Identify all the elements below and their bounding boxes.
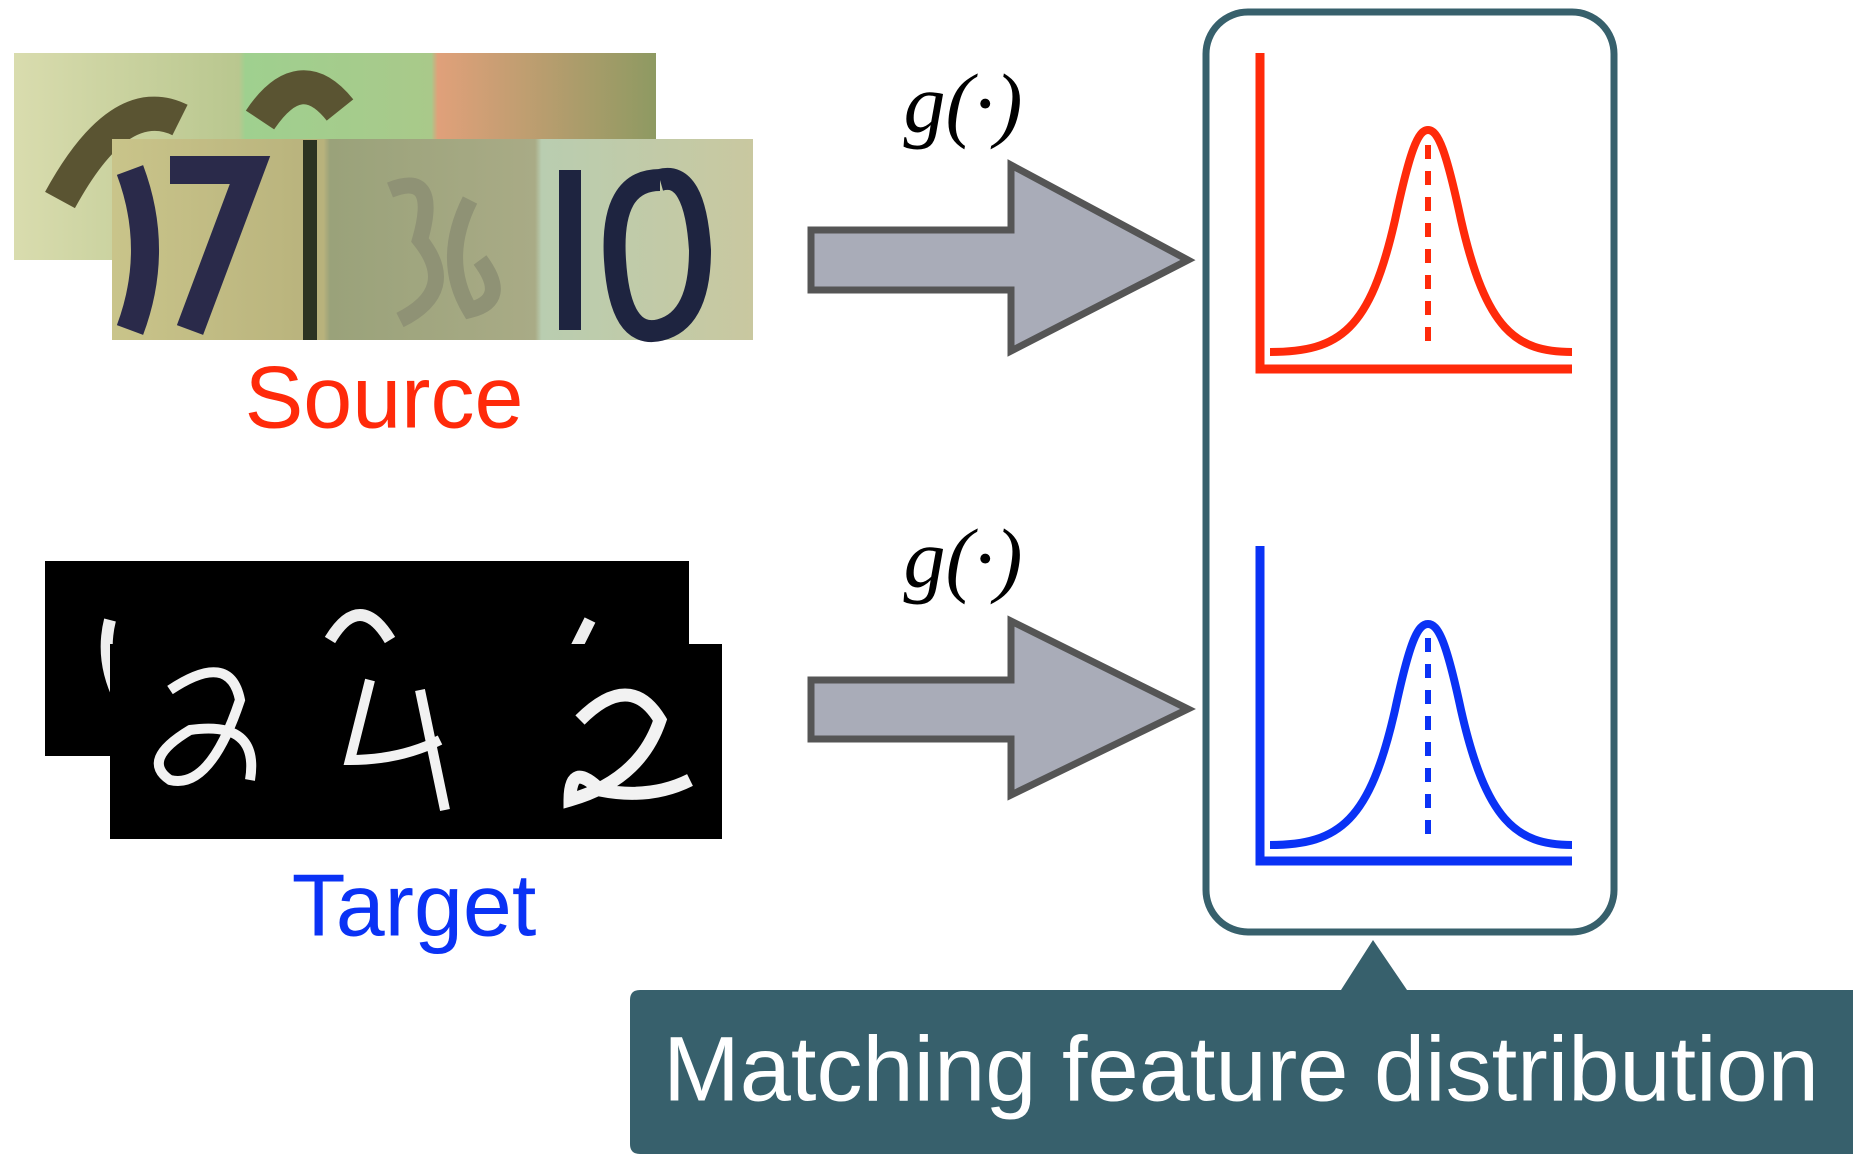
source-label: Source: [245, 347, 524, 446]
arrow: [811, 621, 1188, 795]
callout-text: Matching feature distribution: [663, 1018, 1819, 1120]
function-label: g(·): [904, 57, 1023, 150]
target-images: [45, 561, 722, 839]
target-distribution: [1260, 546, 1572, 861]
bell-curve: [1270, 130, 1572, 352]
source-distribution: [1260, 53, 1572, 369]
function-label: g(·): [904, 512, 1023, 605]
page: Source Target g(·) g(·) Matching feature…: [0, 0, 1853, 1154]
bell-curve: [1270, 624, 1572, 845]
source-images: [14, 53, 753, 340]
axes: [1260, 53, 1572, 369]
target-label: Target: [292, 855, 537, 954]
diagram: Source Target g(·) g(·) Matching feature…: [0, 0, 1853, 1154]
arrow: [811, 165, 1188, 351]
axes: [1260, 546, 1572, 861]
